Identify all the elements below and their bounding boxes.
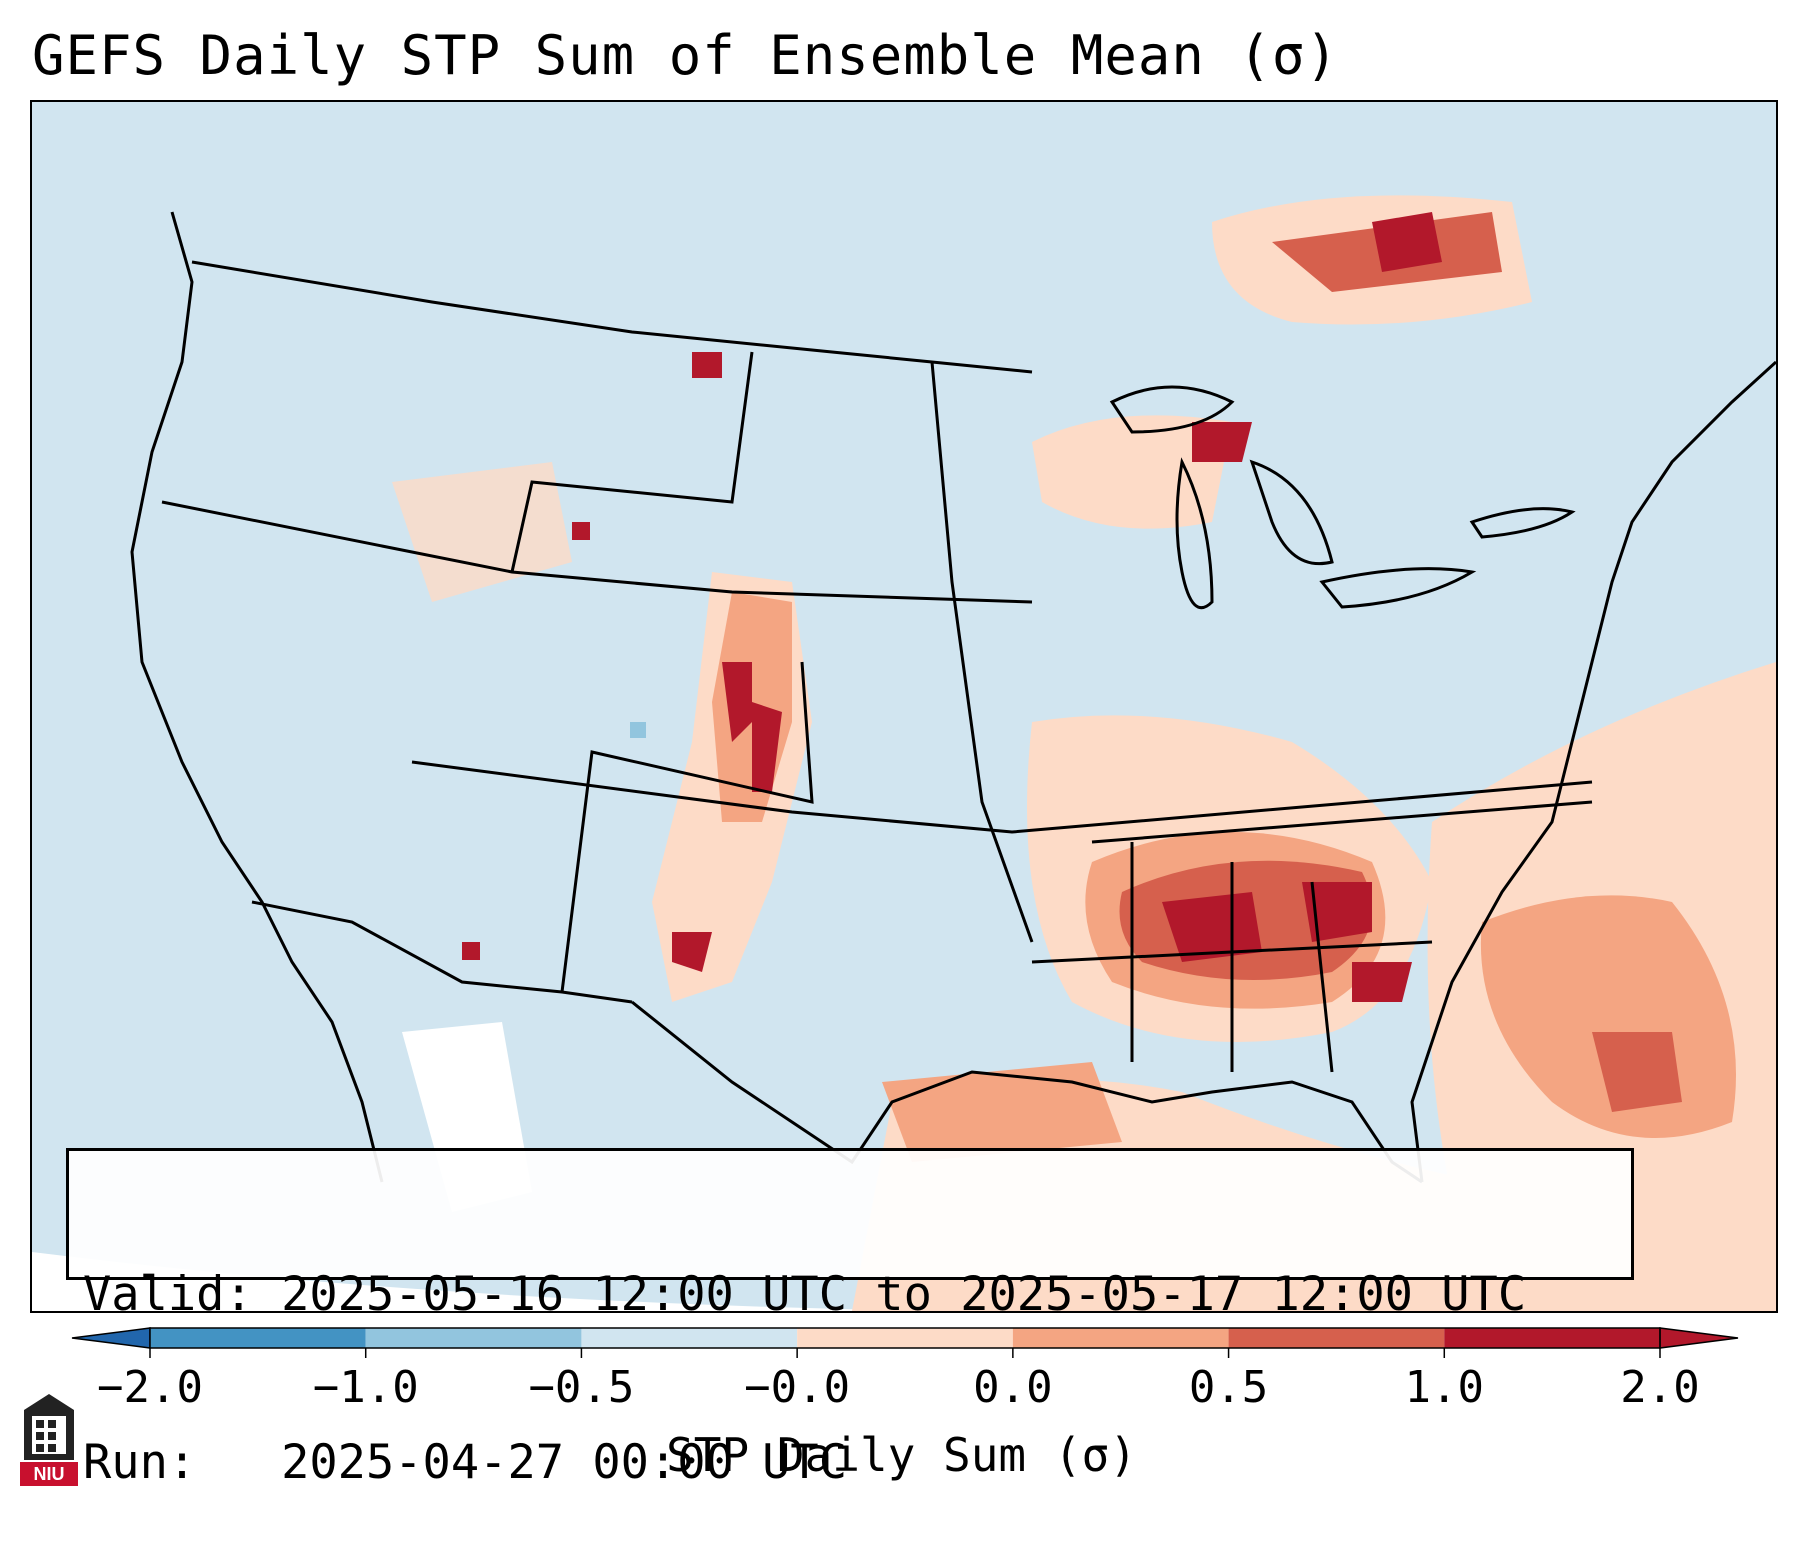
colorado-negative-cell	[630, 722, 646, 738]
ontario-extreme-anomaly	[1372, 212, 1442, 272]
run-row: Run: 2025-04-27 00:00 UTC	[83, 1435, 1617, 1491]
canada-border	[191, 260, 1033, 374]
southeast-extreme-anomaly	[1162, 882, 1412, 1002]
colorbar-extend-low	[71, 1327, 151, 1349]
upper-michigan-extreme-anomaly	[1192, 422, 1252, 462]
arizona-extreme-cell	[462, 942, 480, 960]
lake-ontario	[1469, 507, 1576, 539]
colorbar-segment	[1444, 1328, 1660, 1348]
run-value: 2025-04-27 00:00 UTC	[281, 1435, 848, 1490]
idaho-extreme-cell	[572, 522, 590, 540]
northwest-light-anomaly	[392, 462, 572, 602]
colorbar-segment	[150, 1328, 366, 1348]
niu-logo-icon: NIU	[20, 1394, 78, 1486]
colorbar-segment	[797, 1328, 1013, 1348]
lake-huron	[1249, 459, 1334, 566]
colorbar-segment	[1228, 1328, 1445, 1348]
map-canvas	[32, 195, 1776, 1311]
valid-run-info-box: Valid: 2025-05-16 12:00 UTC to 2025-05-1…	[66, 1148, 1634, 1490]
colorbar-segment	[365, 1328, 582, 1348]
colorbar-tick-label: −1.0	[312, 1362, 419, 1413]
colorbar-segment	[581, 1328, 798, 1348]
colorbar-tick-label: 2.0	[1620, 1362, 1700, 1413]
pacific-coastline	[130, 211, 384, 1183]
lake-erie	[1319, 567, 1477, 609]
montana-extreme-cell	[692, 352, 722, 378]
atlantic-strong-anomaly	[1592, 1032, 1682, 1112]
colorbar-title: STP Daily Sum (σ)	[666, 1428, 1137, 1482]
map-panel	[30, 100, 1778, 1313]
state-line-southeast-1	[1130, 842, 1334, 1073]
state-line-southwest-1	[560, 661, 814, 993]
colorbar-tick-label: −0.0	[744, 1362, 851, 1413]
colorbar-tick-label: 1.0	[1404, 1362, 1485, 1413]
atlantic-coastline	[1410, 360, 1776, 1183]
colorbar-tick-label: 0.0	[973, 1362, 1053, 1413]
state-line-southeast-3	[1091, 800, 1593, 844]
state-line-southeast-2	[1031, 940, 1433, 964]
state-line-mid-1	[411, 760, 1593, 834]
map-title: GEFS Daily STP Sum of Ensemble Mean (σ)	[32, 24, 1339, 87]
svg-text:NIU: NIU	[34, 1464, 65, 1484]
wisconsin-light-anomaly	[1032, 415, 1232, 529]
gulf-coastline	[631, 1000, 1423, 1184]
colorbar-tick-label: −2.0	[97, 1362, 203, 1413]
lake-michigan	[1175, 457, 1214, 610]
colorbar-segment	[1012, 1328, 1229, 1348]
lake-superior	[1109, 385, 1235, 434]
state-line-north-1	[161, 500, 1033, 604]
valid-row: Valid: 2025-05-16 12:00 UTC to 2025-05-1…	[83, 1267, 1617, 1323]
colorbar-outline	[149, 1327, 1661, 1349]
political-boundaries	[130, 211, 1776, 1184]
colorbar-tick-label: 0.5	[1188, 1362, 1269, 1413]
valid-value: 2025-05-16 12:00 UTC to 2025-05-17 12:00…	[281, 1267, 1527, 1322]
colorbar	[71, 1327, 1739, 1358]
valid-label: Valid:	[83, 1267, 253, 1322]
state-line-west-1	[510, 351, 754, 573]
colorbar-tick-label: −0.5	[528, 1362, 635, 1413]
state-line-plains-1	[930, 361, 1034, 943]
colorbar-extend-high	[1659, 1327, 1739, 1349]
texas-gulf-moderate-anomaly	[882, 1062, 1122, 1162]
high-plains-extreme-anomaly	[672, 662, 782, 972]
domain-edge	[32, 1252, 932, 1311]
mexico-border	[251, 900, 633, 1004]
run-label: Run:	[83, 1435, 197, 1490]
